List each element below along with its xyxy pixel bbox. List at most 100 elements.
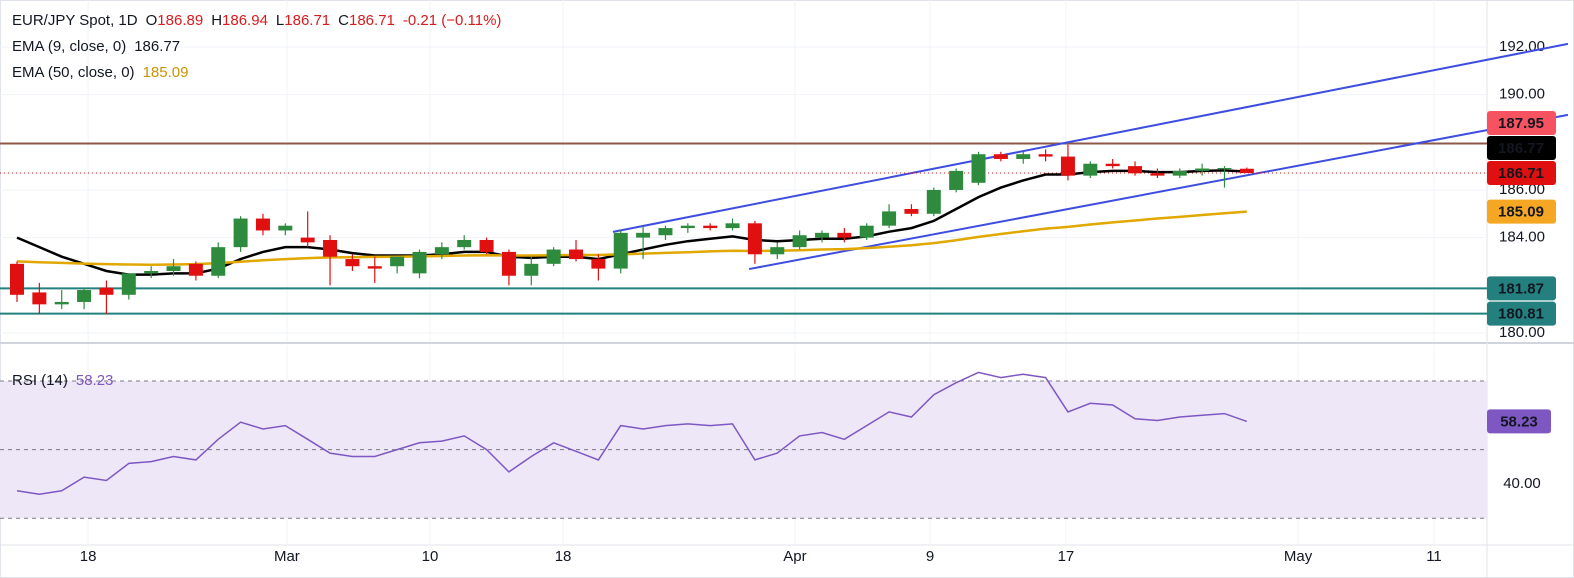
rsi-line [16, 371, 1248, 495]
rsi-label: 58.23 [1500, 413, 1538, 430]
candle-body [792, 235, 807, 248]
candle-body [613, 232, 628, 269]
rsi-legend: RSI (14) 58.23 [12, 372, 113, 389]
ema9-value: 186.77 [134, 38, 181, 55]
candle-body [1060, 156, 1075, 176]
candle-body [188, 263, 203, 276]
ohlc-value: 186.71 [349, 12, 395, 29]
ema9-name: EMA (9, close, 0) [12, 38, 127, 55]
ohlc-item: L186.71 [276, 12, 330, 29]
candle-body [345, 259, 360, 267]
rsi-band [0, 381, 1487, 519]
candle-body [457, 239, 472, 248]
candle-body [501, 251, 516, 276]
price-label-box [1487, 276, 1556, 301]
candle-body [837, 232, 852, 238]
ohlc-values: O186.89 H186.94 L186.71 C186.71 [146, 12, 395, 29]
candle-body [993, 154, 1008, 159]
candle-body [166, 266, 181, 271]
candle-body [1172, 170, 1187, 176]
candle-body [211, 247, 226, 276]
candle-body [882, 211, 897, 226]
symbol: EUR/JPY Spot, 1D [12, 12, 138, 29]
trend-line [612, 42, 1569, 233]
candle-body [680, 225, 695, 229]
candle-body [703, 225, 718, 229]
x-tick-label: Mar [274, 548, 300, 565]
candle-body [255, 218, 270, 231]
ohlc-key: H [211, 12, 223, 29]
y-tick-label: 190.00 [1499, 86, 1545, 103]
change: -0.21 (−0.11%) [402, 12, 502, 29]
candle-body [926, 189, 941, 214]
price-label: 186.71 [1498, 165, 1544, 182]
ema50-name: EMA (50, close, 0) [12, 64, 135, 81]
ohlc-legend: EUR/JPY Spot, 1D O186.89 H186.94 L186.71 C1… [12, 12, 501, 29]
candle-body [658, 228, 673, 236]
candle-body [524, 263, 539, 276]
ema50-legend: EMA (50, close, 0) 185.09 [12, 64, 188, 81]
candle-body [1105, 163, 1120, 167]
candle-body [233, 218, 248, 248]
candle-body [32, 292, 47, 305]
x-tick-label: 10 [422, 548, 439, 565]
x-tick-label: 17 [1058, 548, 1075, 565]
y-tick-label: 180.00 [1499, 324, 1545, 341]
price-label-box [1487, 199, 1556, 224]
candle-body [770, 247, 785, 255]
candle-body [569, 249, 584, 260]
candle-body [814, 232, 829, 238]
candle-body [1239, 168, 1254, 174]
price-label: 186.77 [1498, 140, 1544, 157]
x-tick-label: Apr [783, 548, 806, 565]
price-label-box [1487, 136, 1556, 161]
candle-body [1038, 154, 1053, 157]
ema9-legend: EMA (9, close, 0) 186.77 [12, 38, 180, 55]
candle-body [479, 239, 494, 252]
candle-body [725, 223, 740, 229]
candle-body [412, 251, 427, 274]
candle-body [1150, 173, 1165, 176]
candle-body [144, 270, 159, 274]
candle-body [54, 301, 69, 305]
ohlc-value: 186.94 [222, 12, 268, 29]
candle-body [300, 237, 315, 243]
x-tick-label: 11 [1426, 548, 1442, 565]
candle-body [949, 170, 964, 190]
price-label: 180.81 [1498, 306, 1544, 323]
ema-line [16, 210, 1247, 267]
candle-body [546, 249, 561, 264]
price-label-box [1487, 161, 1556, 186]
y-tick-label: 40.00 [1503, 475, 1541, 492]
candle-body [1195, 168, 1210, 171]
ema50-value: 185.09 [142, 64, 189, 81]
candle-body [390, 256, 405, 267]
x-tick-label: 18 [555, 548, 572, 565]
ohlc-key: L [275, 12, 285, 29]
candle-body [636, 232, 651, 238]
rsi-name: RSI (14) [12, 372, 68, 389]
ohlc-item: H186.94 [211, 12, 268, 29]
price-label-box [1487, 301, 1556, 326]
candle-body [9, 263, 24, 295]
candle-body [1217, 168, 1232, 170]
candle-body [1016, 154, 1031, 159]
candle-body [904, 209, 919, 214]
y-tick-label: 184.00 [1499, 229, 1545, 246]
candle-body [434, 247, 449, 255]
trend-line [748, 113, 1569, 271]
rsi-value: 58.23 [75, 372, 114, 389]
x-tick-label: 9 [926, 548, 934, 565]
ohlc-value: 186.71 [284, 12, 331, 29]
price-label-box [1487, 111, 1556, 136]
price-label: 185.09 [1498, 204, 1544, 221]
candle-body [591, 259, 606, 269]
x-tick-label: 18 [80, 548, 97, 565]
candle-body [747, 223, 762, 255]
candle-body [1128, 166, 1143, 174]
ohlc-key: O [145, 12, 158, 29]
y-tick-label: 186.00 [1499, 181, 1545, 198]
ohlc-item: O186.89 [146, 12, 204, 29]
ohlc-value: 186.89 [157, 12, 204, 29]
